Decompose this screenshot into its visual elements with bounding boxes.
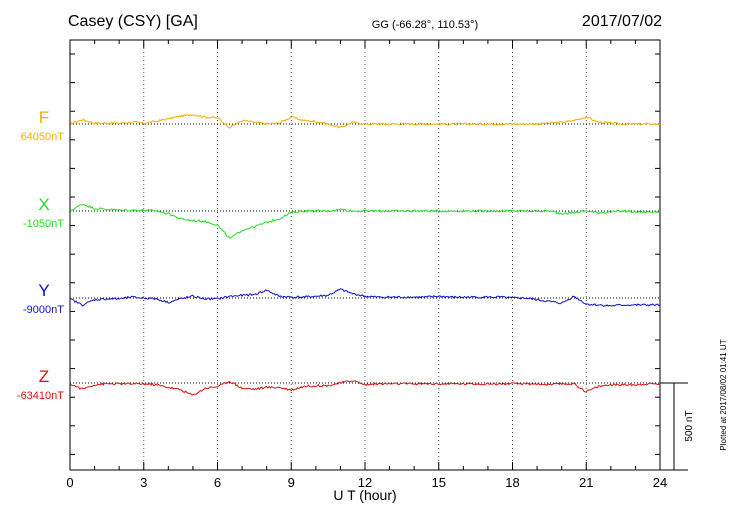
x-tick-label-12: 12 [358,475,372,490]
trace-Z [69,380,661,396]
station-title: Casey (CSY) [GA] [68,13,198,30]
trace-X [69,203,661,239]
scale-bar: 500 nT [660,382,695,471]
x-tick-label-6: 6 [214,475,221,490]
station-coords: GG (-66.28°, 110.53°) [372,19,478,31]
x-tick-label-15: 15 [432,475,446,490]
series-name-X: X [38,195,49,214]
x-tick-labels: 0 3 6 9 12 15 18 21 24 [66,475,667,490]
baseline-label-Y: -9000nT [23,304,64,316]
x-tick-label-3: 3 [140,475,147,490]
x-tick-label-24: 24 [653,475,667,490]
scale-bar-label: 500 nT [684,410,695,441]
series-traces [69,113,661,396]
baseline-label-X: -1050nT [23,218,64,230]
x-tick-label-18: 18 [505,475,519,490]
series-name-Z: Z [39,367,49,386]
axis-ticks [69,40,661,470]
trace-F [69,113,661,129]
plot-date: 2017/07/02 [582,13,662,30]
x-axis-label: U T (hour) [333,487,396,503]
x-tick-label-9: 9 [288,475,295,490]
x-tick-label-0: 0 [66,475,73,490]
series-name-F: F [39,108,49,127]
series-labels: F 64050nT X -1050nT Y -9000nT Z -63410nT [17,108,64,402]
series-name-Y: Y [38,281,49,300]
baseline-label-F: 64050nT [21,131,65,143]
grid-lines [143,40,587,470]
x-tick-label-21: 21 [579,475,593,490]
trace-Y [69,288,661,307]
baseline-label-Z: -63410nT [17,390,64,402]
plotted-timestamp: Plotted at 2017/08/02 01:41 UT [719,339,728,450]
